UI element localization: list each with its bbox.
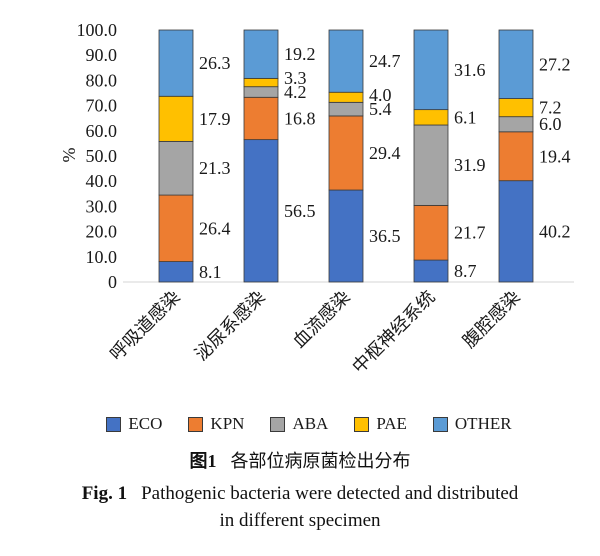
bar-segment-kpn-1 xyxy=(158,194,194,262)
stacked-bar-chart: % 0 10.0 20.0 30.0 40.0 50.0 60.0 70.0 80.0 90.0 1… xyxy=(59,20,574,378)
x-tick-label: 血流感染 xyxy=(289,287,354,352)
bar-segment-aba-4 xyxy=(413,124,449,206)
bar-segment-eco-5 xyxy=(498,180,534,283)
legend-item-kpn: KPN xyxy=(188,414,244,434)
bar-segment-kpn-2 xyxy=(243,96,279,141)
y-tick-label: 10.0 xyxy=(86,247,118,267)
x-tick-label: 呼吸道感染 xyxy=(106,287,184,365)
bar-segment-kpn-3 xyxy=(328,115,364,191)
legend-item-aba: ABA xyxy=(270,414,328,434)
data-label-kpn-5: 19.4 xyxy=(539,146,571,166)
data-label-eco-1: 8.1 xyxy=(199,262,222,282)
caption-english-text-1: Pathogenic bacteria were detected and di… xyxy=(141,483,519,504)
bar-segment-other-4 xyxy=(413,29,449,111)
caption-english-line-2: in different specimen xyxy=(0,509,600,533)
bar-segment-kpn-5 xyxy=(498,131,534,182)
legend-label: ECO xyxy=(128,414,163,433)
bar-segment-pae-1 xyxy=(158,95,194,142)
bar-segment-other-5 xyxy=(498,29,534,99)
legend-item-pae: PAE xyxy=(354,414,407,434)
bar-segment-pae-3 xyxy=(328,91,364,103)
data-label-eco-2: 56.5 xyxy=(284,201,316,221)
data-label-eco-5: 40.2 xyxy=(539,221,571,241)
legend-item-eco: ECO xyxy=(106,414,162,434)
data-label-kpn-1: 26.4 xyxy=(199,218,231,238)
legend-label: KPN xyxy=(210,414,245,433)
data-label-pae-3: 4.0 xyxy=(369,85,392,105)
y-tick-label: 0 xyxy=(108,272,117,292)
bar-segment-pae-5 xyxy=(498,98,534,118)
data-label-aba-5: 6.0 xyxy=(539,114,562,134)
caption-chinese-label: 图1 xyxy=(189,451,217,471)
y-tick-label: 80.0 xyxy=(86,70,118,90)
legend-item-other: OTHER xyxy=(432,414,512,434)
data-label-kpn-2: 16.8 xyxy=(284,108,316,128)
legend-swatch xyxy=(188,416,204,432)
data-label-eco-3: 36.5 xyxy=(369,226,401,246)
y-tick-label: 60.0 xyxy=(86,121,118,141)
y-tick-label: 40.0 xyxy=(86,171,118,191)
data-label-aba-1: 21.3 xyxy=(199,158,231,178)
data-label-aba-2: 4.2 xyxy=(284,82,307,102)
legend: ECO KPN ABA PAE OTHER xyxy=(0,414,600,434)
data-label-other-1: 26.3 xyxy=(199,53,231,73)
y-tick-label: 50.0 xyxy=(86,146,118,166)
x-tick-label: 泌尿系感染 xyxy=(191,287,269,365)
bar-segment-other-1 xyxy=(158,29,194,97)
caption-chinese: 图1 各部位病原菌检出分布 xyxy=(0,450,600,472)
legend-label: PAE xyxy=(376,414,407,433)
data-label-aba-3: 5.4 xyxy=(369,99,392,119)
data-label-aba-4: 31.9 xyxy=(454,155,486,175)
bar-segment-aba-2 xyxy=(243,86,279,98)
data-label-pae-5: 7.2 xyxy=(539,98,562,118)
data-label-other-3: 24.7 xyxy=(369,51,401,71)
y-tick-label: 30.0 xyxy=(86,196,118,216)
bar-segment-pae-2 xyxy=(243,77,279,88)
bar-segment-other-2 xyxy=(243,29,279,79)
caption-chinese-text: 各部位病原菌检出分布 xyxy=(230,451,411,471)
bar-segment-eco-3 xyxy=(328,189,364,283)
data-label-pae-1: 17.9 xyxy=(199,109,231,129)
x-tick-label: 中枢神经系统 xyxy=(348,287,439,378)
legend-swatch xyxy=(354,416,370,432)
bar-segment-aba-1 xyxy=(158,140,194,196)
y-tick-label: 100.0 xyxy=(77,20,118,40)
caption-english-label: Fig. 1 xyxy=(81,483,128,504)
data-label-kpn-4: 21.7 xyxy=(454,223,486,243)
bar-segment-aba-3 xyxy=(328,101,364,117)
data-label-other-2: 19.2 xyxy=(284,44,316,64)
data-label-eco-4: 8.7 xyxy=(454,261,477,281)
caption-english-text-2: in different specimen xyxy=(219,510,381,531)
y-tick-label: 70.0 xyxy=(86,96,118,116)
caption-english-line-1: Fig. 1 Pathogenic bacteria were detected … xyxy=(0,482,600,506)
data-label-pae-4: 6.1 xyxy=(454,107,477,127)
data-label-other-4: 31.6 xyxy=(454,60,486,80)
data-label-pae-2: 3.3 xyxy=(284,68,307,88)
x-tick-label: 腹腔感染 xyxy=(459,287,524,352)
legend-label: ABA xyxy=(292,414,329,433)
bar-segment-pae-4 xyxy=(413,109,449,126)
bar-segment-eco-1 xyxy=(158,261,194,283)
data-label-kpn-3: 29.4 xyxy=(369,143,401,163)
y-tick-label: 20.0 xyxy=(86,222,118,242)
bar-segment-eco-2 xyxy=(243,139,279,283)
data-label-other-5: 27.2 xyxy=(539,54,571,74)
bar-segment-other-3 xyxy=(328,29,364,93)
bar-segment-aba-5 xyxy=(498,116,534,133)
legend-swatch xyxy=(270,416,286,432)
y-axis-label: % xyxy=(59,148,79,163)
bar-segment-kpn-4 xyxy=(413,204,449,261)
legend-swatch xyxy=(432,416,448,432)
legend-label: OTHER xyxy=(454,414,512,433)
y-tick-label: 90.0 xyxy=(86,45,118,65)
bar-segment-eco-4 xyxy=(413,259,449,283)
legend-swatch xyxy=(106,416,122,432)
